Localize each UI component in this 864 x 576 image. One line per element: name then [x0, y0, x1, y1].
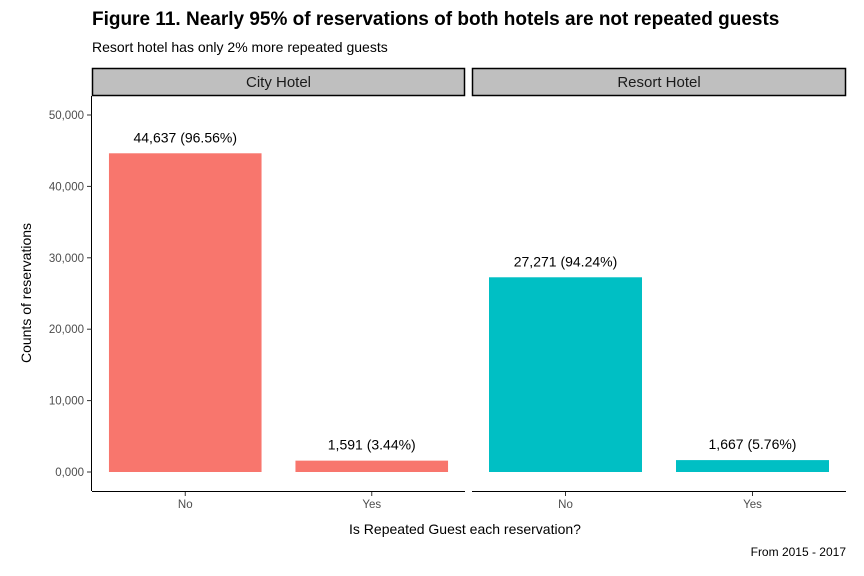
y-axis: 0,000 10,000 20,000 30,000 40,000 50,000 — [49, 96, 92, 491]
facet-strip-label: City Hotel — [246, 74, 311, 91]
y-tick-label: 30,000 — [49, 253, 84, 265]
chart-subtitle: Resort hotel has only 2% more repeated g… — [92, 39, 388, 55]
facet-strip-label: Resort Hotel — [617, 74, 700, 91]
facet-panel-0: City Hotel 44,637 (96.56%) No 1,591 (3.44%)… — [91, 67, 466, 511]
y-tick-label: 50,000 — [49, 110, 84, 122]
bar-yes — [295, 460, 449, 472]
chart-title: Figure 11. Nearly 95% of reservations of… — [92, 9, 780, 30]
x-tick-label: Yes — [362, 499, 381, 511]
y-axis-title: Counts of reservations — [18, 223, 34, 363]
y-tick-label: 10,000 — [49, 396, 84, 408]
x-tick-label: No — [558, 499, 573, 511]
bar-data-label: 1,667 (5.76%) — [709, 436, 797, 452]
x-axis-title: Is Repeated Guest each reservation? — [349, 521, 581, 537]
bar-data-label: 1,591 (3.44%) — [328, 437, 416, 453]
facet-strip — [471, 67, 847, 97]
bar-yes — [676, 460, 829, 472]
bar-data-label: 27,271 (94.24%) — [514, 253, 618, 269]
chart-caption: From 2015 - 2017 — [750, 545, 846, 559]
facet-panel-1: Resort Hotel 27,271 (94.24%) No 1,667 (5.76… — [471, 67, 847, 511]
y-tick-label: 0,000 — [55, 467, 84, 479]
x-tick-label: Yes — [743, 499, 762, 511]
bar-no — [489, 277, 642, 472]
facet-panels: City Hotel 44,637 (96.56%) No 1,591 (3.44%)… — [91, 67, 847, 511]
bar-data-label: 44,637 (96.56%) — [133, 129, 237, 145]
facet-strip — [91, 67, 466, 97]
y-tick-label: 20,000 — [49, 324, 84, 336]
x-tick-label: No — [178, 499, 193, 511]
y-tick-label: 40,000 — [49, 181, 84, 193]
bar-no — [108, 153, 262, 473]
